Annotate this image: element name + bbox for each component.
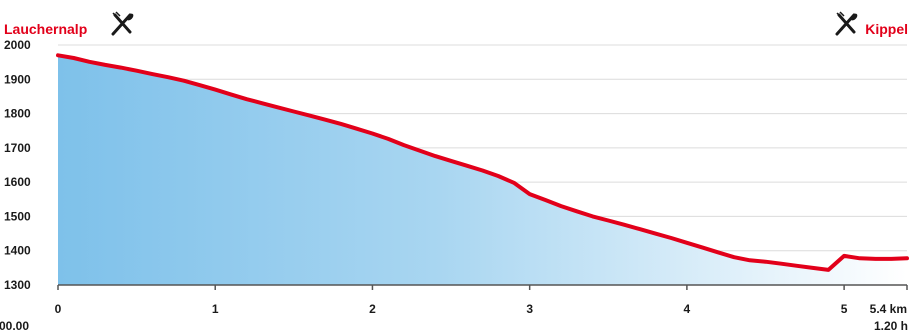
x-tick-label: 3 (526, 302, 533, 316)
y-tick-label: 1700 (4, 141, 31, 155)
restaurant-icon (111, 11, 134, 36)
x-tick-label: 1 (212, 302, 219, 316)
x-tick-label: 4 (684, 302, 691, 316)
restaurant-icon (835, 11, 858, 36)
x-axis-labels: 0 1 2 3 4 5 5.4 km (55, 302, 907, 316)
end-time-label: 1.20 h (874, 319, 908, 333)
start-time-label: 00.00 (0, 319, 29, 333)
y-tick-label: 1600 (4, 175, 31, 189)
x-tick-label: 5.4 km (870, 302, 907, 316)
x-tick-marks (57, 285, 908, 290)
elevation-line (56, 53, 909, 272)
x-tick-label: 0 (55, 302, 62, 316)
elevation-area (58, 55, 907, 285)
y-axis-labels: 1300 1400 1500 1600 1700 1800 1900 2000 (4, 38, 31, 292)
y-tick-label: 1800 (4, 107, 31, 121)
y-tick-label: 1900 (4, 72, 31, 86)
y-tick-label: 1300 (4, 278, 31, 292)
end-place-label: Kippel (865, 21, 908, 37)
y-tick-label: 1400 (4, 244, 31, 258)
y-tick-label: 2000 (4, 38, 31, 52)
start-place-label: Lauchernalp (4, 21, 87, 37)
y-tick-label: 1500 (4, 209, 31, 223)
x-tick-label: 2 (369, 302, 376, 316)
x-tick-label: 5 (841, 302, 848, 316)
